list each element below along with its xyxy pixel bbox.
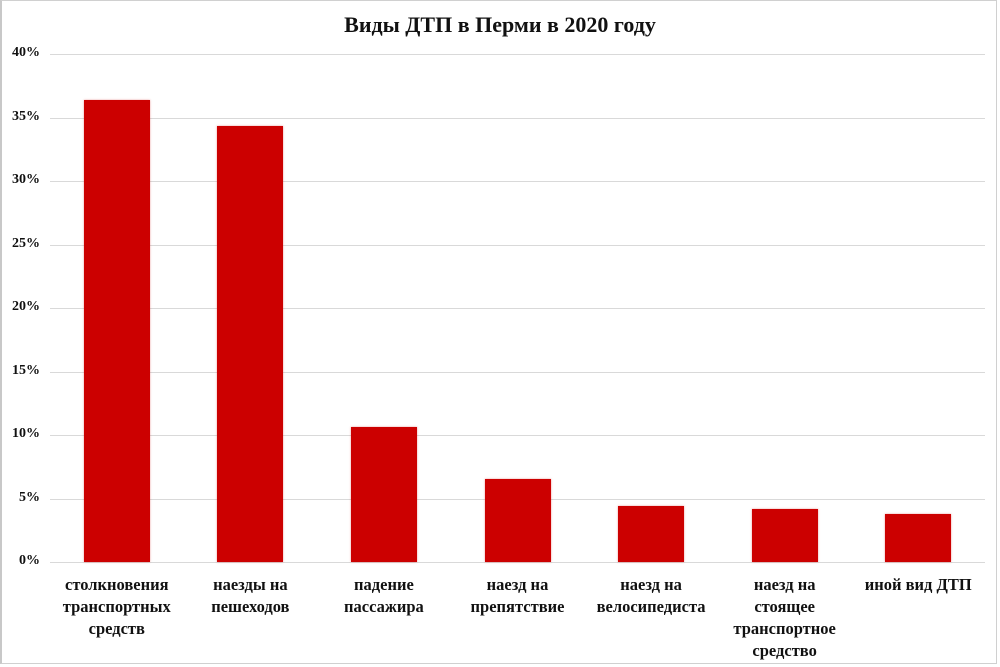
bar	[751, 508, 818, 562]
y-tick-label: 10%	[12, 426, 40, 441]
plot-area	[50, 54, 985, 563]
x-tick-label: наезды на пешеходов	[211, 575, 290, 616]
y-tick-label: 20%	[12, 299, 40, 314]
x-tick-label: иной вид ДТП	[864, 575, 972, 594]
gridline	[50, 308, 985, 309]
bar	[885, 513, 952, 562]
gridline	[50, 54, 985, 55]
x-tick-label: столкновения транспортных средств	[62, 575, 171, 638]
y-tick-label: 30%	[12, 172, 40, 187]
x-tick-label: наезд на стоящее транспортное средство	[733, 575, 836, 660]
x-tick-label: наезд на велосипедиста	[596, 575, 706, 616]
gridline	[50, 117, 985, 119]
y-tick-label: 5%	[19, 489, 40, 505]
y-tick-label: 15%	[12, 362, 40, 378]
y-tick-label: 0%	[19, 553, 40, 568]
x-tick-label: падение пассажира	[344, 575, 424, 616]
y-tick-label: 40%	[12, 45, 40, 60]
gridline	[50, 435, 985, 436]
gridline	[50, 244, 985, 246]
gridline	[50, 181, 985, 182]
bar	[83, 99, 150, 562]
bar	[618, 506, 685, 562]
bar	[484, 479, 551, 562]
chart-title: Виды ДТП в Перми в 2020 году	[344, 12, 656, 37]
bar	[217, 126, 284, 562]
bar	[350, 427, 417, 562]
gridline	[50, 371, 985, 373]
y-tick-label: 35%	[12, 108, 40, 124]
y-tick-label: 25%	[12, 235, 40, 251]
x-tick-label: наезд на препятствие	[470, 575, 565, 616]
gridline	[50, 562, 985, 563]
